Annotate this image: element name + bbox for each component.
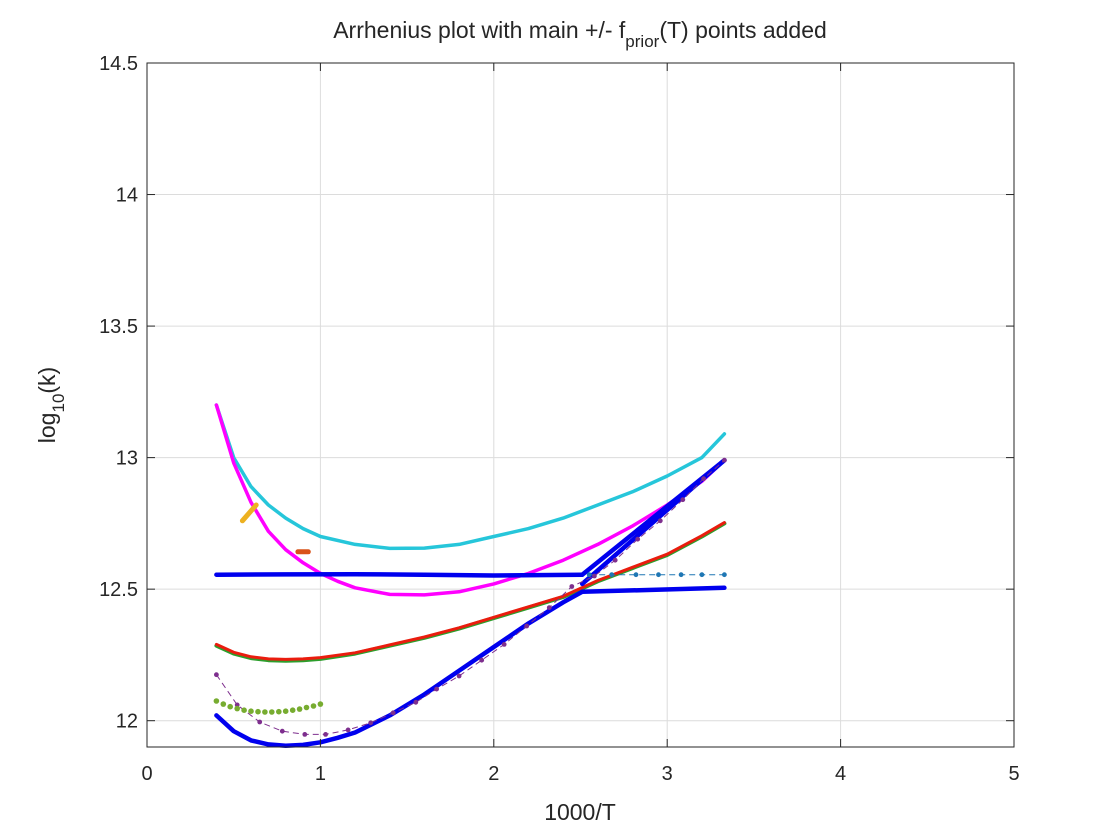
data-point <box>248 708 254 714</box>
data-point <box>657 518 663 524</box>
data-point <box>656 572 661 578</box>
data-point <box>345 727 351 733</box>
data-point <box>234 705 240 712</box>
y-tick-label: 13 <box>116 448 138 470</box>
x-tick-label: 2 <box>488 763 499 785</box>
data-point <box>479 657 485 663</box>
data-point <box>722 457 727 463</box>
data-series <box>213 403 727 748</box>
data-point <box>241 707 247 713</box>
data-point <box>456 673 462 679</box>
data-point <box>368 720 374 726</box>
series-line <box>214 403 727 597</box>
series-1 <box>214 403 727 597</box>
data-point <box>569 584 575 589</box>
series-7 <box>579 585 727 595</box>
series-line <box>579 457 727 587</box>
x-tick-label: 3 <box>662 763 673 785</box>
series-4 <box>214 571 585 578</box>
data-point <box>586 572 592 578</box>
series-9 <box>586 572 727 578</box>
data-point <box>722 572 727 578</box>
y-tick-label: 14.5 <box>99 53 138 75</box>
y-tick-label: 12.5 <box>99 579 138 601</box>
x-tick-label: 5 <box>1008 763 1019 785</box>
data-point <box>434 686 439 692</box>
data-point <box>501 642 507 647</box>
data-point <box>609 572 615 578</box>
data-point <box>310 703 317 709</box>
data-point <box>282 708 289 714</box>
series-11 <box>213 698 324 715</box>
x-tick-label: 0 <box>141 763 152 785</box>
data-point <box>276 708 282 715</box>
y-tick-label: 12 <box>116 711 138 733</box>
data-point <box>262 709 268 715</box>
data-point <box>255 708 261 715</box>
data-point <box>302 732 308 737</box>
data-point <box>413 699 419 705</box>
data-point <box>612 557 618 563</box>
data-point <box>546 605 552 610</box>
series-6 <box>214 589 585 748</box>
series-line <box>239 502 259 524</box>
data-point <box>680 497 686 503</box>
data-point <box>701 476 706 482</box>
x-tick-label: 4 <box>835 763 846 785</box>
data-point <box>296 706 303 712</box>
series-line <box>214 571 585 578</box>
x-axis-label: 1000/T <box>544 799 616 825</box>
data-point <box>635 536 641 542</box>
axes-box <box>146 62 1015 748</box>
series-0 <box>214 403 727 551</box>
data-point <box>214 672 219 678</box>
data-point <box>269 709 275 715</box>
series-3 <box>214 521 726 661</box>
y-axis-label: log10(k) <box>34 367 68 443</box>
series-12 <box>239 502 259 524</box>
data-point <box>699 572 705 578</box>
data-point <box>592 573 597 579</box>
data-point <box>317 701 324 707</box>
plot-area <box>147 63 1014 747</box>
data-point <box>257 719 263 725</box>
data-point <box>303 704 310 711</box>
tick-marks <box>146 62 1015 747</box>
data-point <box>213 698 220 704</box>
series-line <box>214 589 585 748</box>
data-point <box>227 703 233 710</box>
data-point <box>390 710 396 716</box>
y-tick-label: 14 <box>116 185 138 207</box>
series-line <box>214 403 727 551</box>
series-line <box>214 521 726 661</box>
chart-title: Arrhenius plot with main +/- fprior(T) p… <box>333 17 827 51</box>
data-point <box>678 572 684 578</box>
x-tick-label: 1 <box>315 763 326 785</box>
data-point <box>633 572 639 578</box>
series-dashed-line <box>215 459 725 735</box>
series-line <box>579 585 727 595</box>
series-8 <box>579 457 727 587</box>
data-point <box>279 728 285 734</box>
data-point <box>289 707 296 713</box>
series-10 <box>214 457 727 737</box>
data-point <box>524 623 530 629</box>
data-point <box>323 732 328 737</box>
y-tick-label: 13.5 <box>99 316 138 338</box>
data-point <box>220 701 227 707</box>
